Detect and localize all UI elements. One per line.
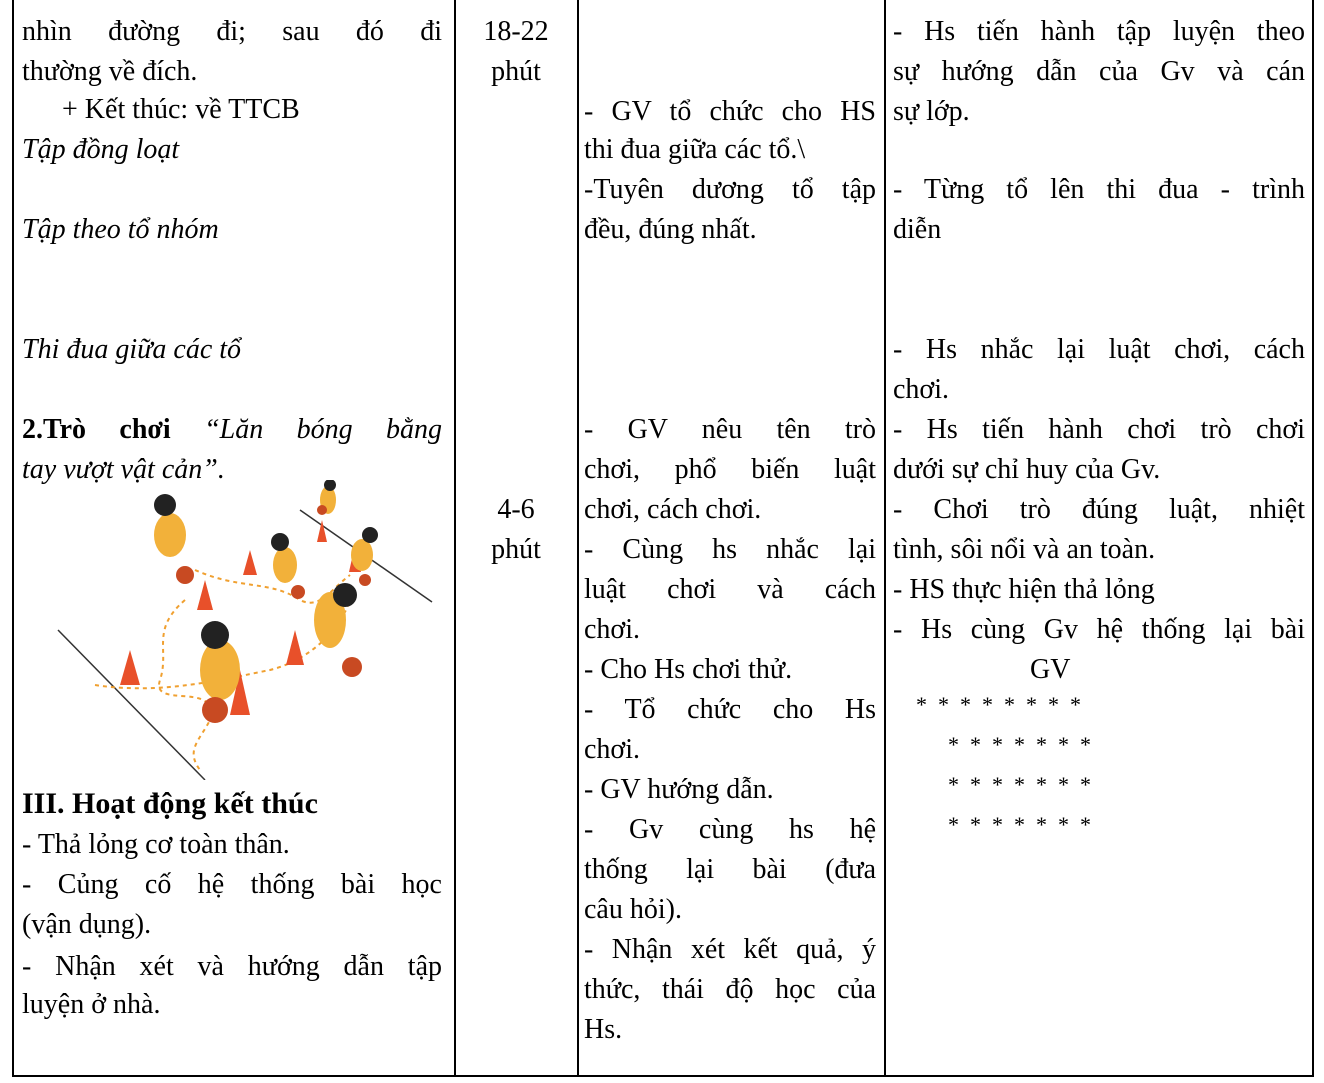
text-line: dưới sự chỉ huy của Gv. [893,454,1161,485]
text-line: chơi. [893,374,950,405]
text-line: chơi. [584,614,641,645]
text-line: - HS thực hiện thả lỏng [893,574,1155,605]
text-line: * * * * * * * [948,772,1091,797]
text-line: tay vượt vật cản”. [22,454,225,485]
text-line: Hs. [584,1014,623,1045]
text-line: - Hs cùng Gv hệ thống lại bài [893,614,1305,645]
text-line: chơi, phổ biến luật [584,454,876,485]
border [12,0,14,1077]
text-line: (vận dụng). [22,909,152,940]
text-line: - Cùng hs nhắc lại [584,534,876,565]
text-line: - GV nêu tên trò [584,414,876,445]
text-line: Thi đua giữa các tổ [22,334,242,365]
text-line: 2.Trò chơi “Lăn bóng bằng [22,412,442,448]
text-line: * * * * * * * [948,812,1091,837]
text-line: đều, đúng nhất. [584,214,757,245]
text-line: - GV tổ chức cho HS [584,96,876,127]
game-illustration [57,480,433,780]
time: phút [491,56,541,87]
text-line: -Tuyên dương tổ tập [584,174,876,205]
text-line: - Gv cùng hs hệ [584,814,876,845]
text-line: + Kết thúc: về TTCB [62,94,300,125]
text-line: câu hỏi). [584,894,682,925]
time: phút [491,534,541,565]
text-line: - Tổ chức cho Hs [584,694,876,725]
border [884,0,886,1077]
text-line: - GV hướng dẫn. [584,774,774,805]
border [1312,0,1314,1077]
text-line: nhìn đường đi; sau đó đi [22,16,442,47]
text-line: thi đua giữa các tổ.\ [584,134,806,165]
text-line: Tập theo tổ nhóm [22,214,219,245]
text-line: sự hướng dẫn của Gv và cán [893,56,1305,87]
text-line: thống lại bài (đưa [584,854,876,885]
text-line: - Hs tiến hành tập luyện theo [893,16,1305,47]
text-line: - Hs nhắc lại luật chơi, cách [893,334,1305,365]
text-line: - Nhận xét và hướng dẫn tập [22,951,442,982]
text-line: tình, sôi nổi và an toàn. [893,534,1156,565]
text-line: - Chơi trò đúng luật, nhiệt [893,494,1305,525]
time: 4-6 [497,494,535,525]
section-heading: III. Hoạt động kết thúc [22,787,318,820]
text-line: thường về đích. [22,56,198,87]
border [577,0,579,1077]
italic-run: “Lăn bóng bằng [204,414,443,445]
text-line: luật chơi và cách [584,574,876,605]
border [454,0,456,1077]
text-line: * * * * * * * * [916,692,1081,717]
text-line: luyện ở nhà. [22,989,161,1020]
text-line: - Nhận xét kết quả, ý [584,934,876,965]
text-line: - Từng tổ lên thi đua - trình [893,174,1305,205]
text-line: - Hs tiến hành chơi trò chơi [893,414,1305,445]
text-line: * * * * * * * [948,732,1091,757]
text-line: diễn [893,214,942,245]
time: 18-22 [483,16,549,47]
text-line: chơi. [584,734,641,765]
text-line: - Cho Hs chơi thử. [584,654,793,685]
text-line: - Củng cố hệ thống bài học [22,869,442,900]
text-line: chơi, cách chơi. [584,494,762,525]
text-line: GV [1030,654,1071,685]
text-line: - Thả lỏng cơ toàn thân. [22,829,290,860]
border [12,1075,1314,1077]
text-line: thức, thái độ học của [584,974,876,1005]
text-line: sự lớp. [893,96,970,127]
text-line: Tập đồng loạt [22,134,180,165]
bold-run: 2.Trò chơi [22,414,171,445]
